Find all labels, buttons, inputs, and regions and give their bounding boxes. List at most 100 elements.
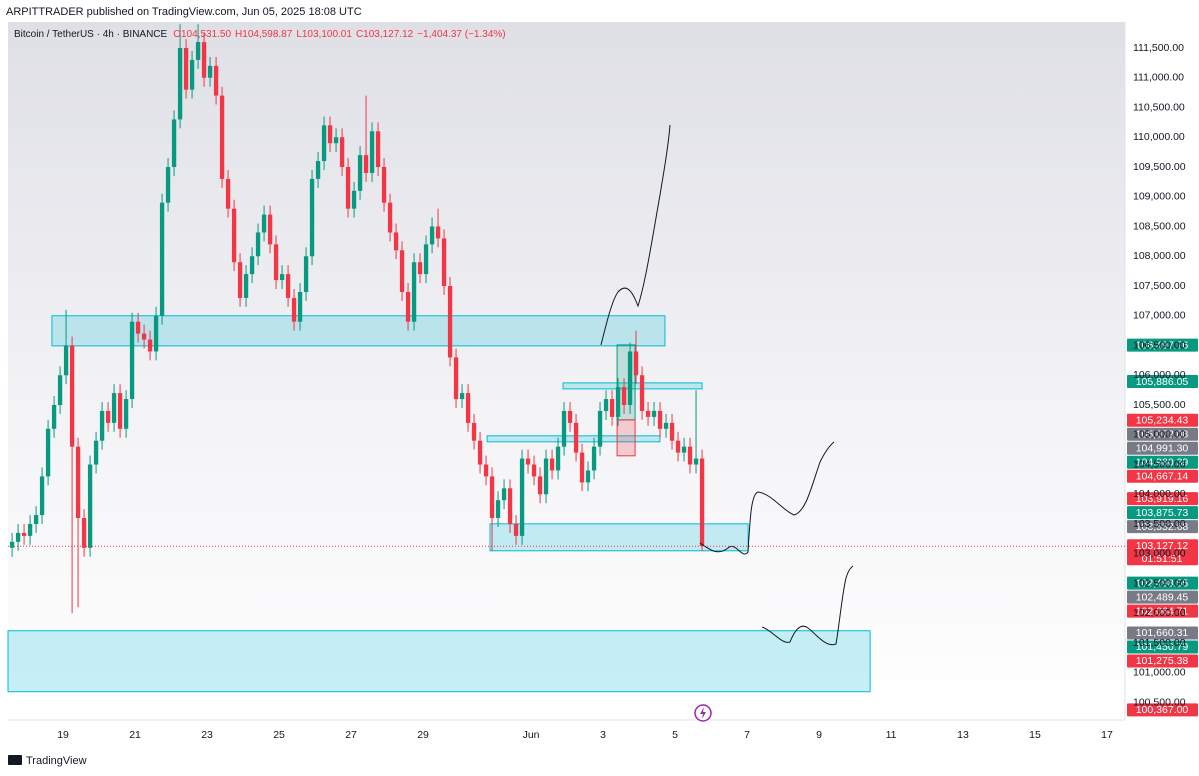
candle-body [543,458,549,495]
x-tick-label: 7 [744,729,750,741]
brand-text: TradingView [26,755,87,767]
countdown: 01:51:51 [1142,553,1183,565]
candle-body [621,387,627,406]
candle-body [63,345,69,376]
brand: TradingView [8,755,87,767]
ohlc-low: L103,100.01 [296,29,352,40]
y-tick-label: 108,000.00 [1133,250,1186,262]
candle-body [471,422,477,441]
candle-body [105,410,111,423]
candle-body [357,155,363,191]
x-tick-label: 17 [1101,729,1113,741]
candle-body [267,214,273,245]
candle-body [435,226,441,239]
candle-body [615,387,621,417]
candle-body [417,262,423,275]
candle-body [675,440,681,453]
price-zone [7,630,871,693]
candle-body [99,410,105,441]
candles [9,24,705,614]
candle-body [525,458,531,465]
candle-body [333,137,339,144]
candle-body [639,375,645,411]
x-tick-label: 11 [886,729,897,741]
price-badge [1127,413,1198,427]
y-tick-label: 106,000.00 [1133,369,1186,381]
y-tick-label: 109,000.00 [1133,191,1186,203]
candle-body [501,488,507,501]
candle-body [177,48,183,120]
price-badge-label: 103,919.16 [1136,493,1189,505]
candle-body [699,458,705,547]
candle-body [117,393,123,429]
candle-body [75,446,81,519]
candle-body [399,250,405,292]
y-tick-label: 105,000.00 [1133,429,1186,441]
candle-body [495,500,501,519]
price-badge [1127,604,1198,618]
candle-body [369,131,375,173]
candle-body [111,393,117,423]
ohlc-open: O104,531.50 [173,29,231,40]
x-tick-label: 27 [345,729,357,741]
candle-body [561,410,567,447]
candle-body [309,178,315,257]
candle-body [51,405,57,429]
x-tick-label: 3 [600,729,606,741]
y-tick-label: 111,000.00 [1133,72,1184,84]
price-badge [1127,703,1198,717]
candle-body [183,48,189,90]
candle-body [129,321,135,400]
candle-body [651,410,657,417]
price-badge [1127,455,1198,469]
candle-body [69,345,75,447]
price-badge-label: 101,275.38 [1136,655,1189,667]
candle-body [159,202,165,316]
candle-body [21,532,27,536]
candle-body [33,515,39,525]
candle-body [285,274,291,298]
candle-body [645,410,651,417]
alert-icon-bolt[interactable] [700,707,706,719]
candle-body [189,59,195,90]
candle-body [39,476,45,516]
candle-body [489,476,495,519]
y-tick-label: 111,500.00 [1133,42,1184,54]
candle-body [45,428,51,477]
price-zone [486,435,661,443]
price-badge-label: 103,127.12 [1136,540,1189,552]
price-badge [1127,590,1198,604]
alert-icon[interactable] [694,704,712,722]
price-badge [1127,576,1198,590]
y-tick-label: 109,500.00 [1133,161,1186,173]
price-badge-label: 101,450.79 [1136,641,1189,653]
brand-logo [8,755,22,765]
candle-body [567,410,573,423]
candle-body [573,422,579,453]
candle-body [669,422,675,441]
candle-body [351,190,357,209]
sketch-projection [699,441,835,555]
candle-body [447,286,453,358]
y-tick-label: 107,000.00 [1133,310,1186,322]
candle-body [483,464,489,477]
candle-body [339,137,345,168]
price-badges: 106,497.76 105,886.05 105,234.43 105,072.08… [1127,338,1198,717]
candle-body [513,524,519,536]
candle-body [363,155,369,173]
candle-body [243,274,249,298]
candle-body [585,470,591,483]
candle-body [633,351,639,376]
candle-body [297,291,303,322]
candle-body [681,446,687,453]
candle-body [519,458,525,536]
y-tick-label: 110,000.00 [1133,131,1185,143]
candle-body [57,375,63,406]
candle-body [165,167,171,203]
price-badge-label: 101,660.31 [1136,627,1189,639]
x-tick-label: 9 [816,729,822,741]
price-badge-label: 106,497.76 [1136,339,1189,351]
ohlc-high: H104,598.87 [235,29,293,40]
candle-body [123,399,129,429]
candle-body [549,458,555,471]
